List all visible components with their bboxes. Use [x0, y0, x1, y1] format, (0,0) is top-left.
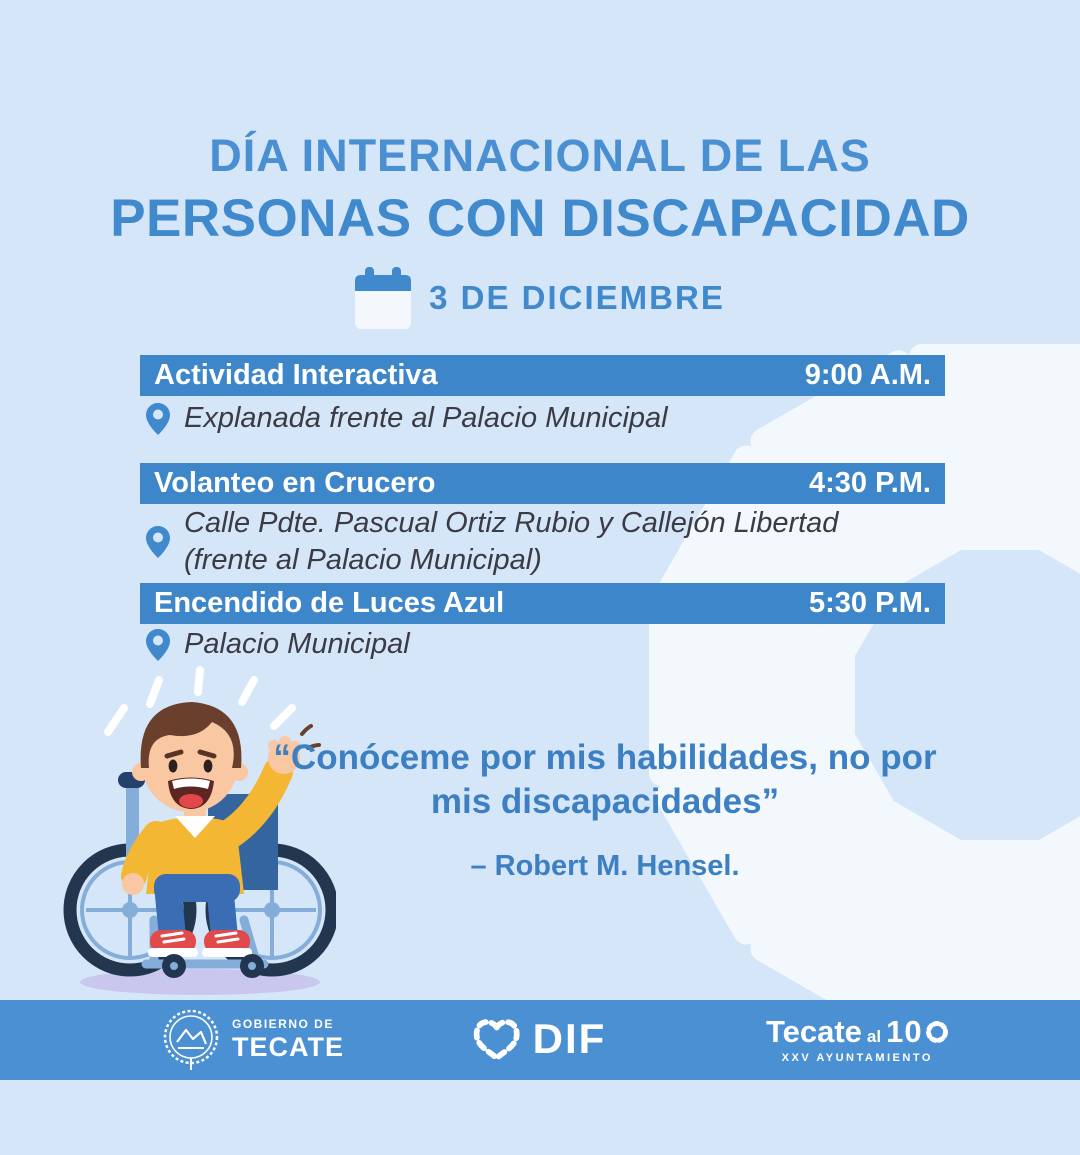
calendar-icon: [355, 267, 412, 329]
event-bar-1: Actividad Interactiva 9:00 A.M.: [140, 355, 945, 396]
dif-label: DIF: [532, 1015, 607, 1062]
event-title: Encendido de Luces Azul: [154, 587, 505, 619]
gobierno-tecate-logo: GOBIERNO DE TECATE: [160, 1008, 344, 1072]
location-row-1: Explanada frente al Palacio Municipal: [146, 400, 668, 437]
quote-text: “Conóceme por mis habilidades, no por mi…: [273, 738, 937, 821]
boy-wheelchair-illustration: [63, 666, 336, 995]
title-line-2: PERSONAS CON DISCAPACIDAD: [110, 189, 970, 248]
poster-background: { "poster": { "title_line1": "DÍA INTERN…: [0, 0, 1080, 1080]
dif-logo: DIF: [473, 1015, 607, 1062]
dif-heart-icon: [473, 1019, 520, 1061]
event-time: 4:30 P.M.: [809, 467, 931, 499]
tecate100-al: al: [866, 1027, 882, 1046]
gobierno-label: GOBIERNO DE: [232, 1017, 334, 1031]
tecate-al-100-logo: Tecate al 10 XXV AYUNTAMIENTO: [766, 1014, 949, 1064]
location-row-2: Calle Pdte. Pascual Ortiz Rubio y Callej…: [146, 505, 884, 579]
location-text: Explanada frente al Palacio Municipal: [184, 402, 668, 434]
tecate-seal-icon: [163, 1009, 219, 1070]
title-line-1: DÍA INTERNACIONAL DE LAS: [209, 130, 871, 181]
footer-bar: GOBIERNO DE TECATE DIF Tecate al 10 XXV …: [0, 1000, 1080, 1080]
dashed-zero-icon: [925, 1021, 948, 1043]
tecate-al-100-row: Tecate al 10: [766, 1014, 949, 1050]
event-time: 5:30 P.M.: [809, 587, 931, 619]
location-pin-icon: [146, 628, 170, 661]
header: DÍA INTERNACIONAL DE LAS PERSONAS CON DI…: [0, 0, 1080, 334]
date-row: 3 DE DICIEMBRE: [355, 267, 725, 329]
location-pin-icon: [146, 526, 170, 558]
ayuntamiento-label: XXV AYUNTAMIENTO: [781, 1052, 933, 1064]
tecate100-word: Tecate: [766, 1014, 862, 1049]
tecate-label: TECATE: [232, 1032, 344, 1062]
event-bar-3: Encendido de Luces Azul 5:30 P.M.: [140, 583, 945, 624]
event-title: Actividad Interactiva: [154, 359, 438, 391]
quote-block: “Conóceme por mis habilidades, no por mi…: [240, 736, 970, 883]
location-text: Palacio Municipal: [184, 628, 410, 660]
event-title: Volanteo en Crucero: [154, 467, 436, 499]
event-bar-2: Volanteo en Crucero 4:30 P.M.: [140, 463, 945, 504]
quote-author: – Robert M. Hensel.: [470, 850, 740, 882]
event-date: 3 DE DICIEMBRE: [429, 279, 725, 316]
location-pin-icon: [146, 402, 170, 435]
event-time: 9:00 A.M.: [804, 359, 931, 391]
location-text: Calle Pdte. Pascual Ortiz Rubio y Callej…: [184, 507, 839, 576]
tecate100-number: 10: [886, 1014, 923, 1049]
location-row-3: Palacio Municipal: [146, 626, 410, 663]
